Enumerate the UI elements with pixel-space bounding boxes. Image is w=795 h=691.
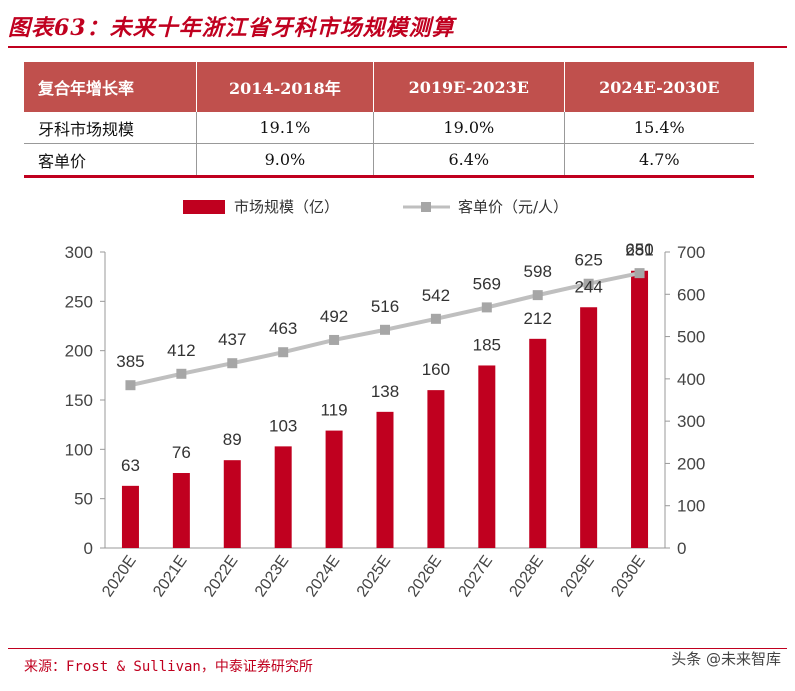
line-marker — [481, 302, 492, 313]
footer-rule — [8, 648, 787, 649]
combo-chart: 市场规模（亿） 客单价（元/人） 0 50 100 150 200 250 300 0 100 200… — [65, 198, 706, 601]
bar-data-label: 185 — [473, 335, 501, 354]
y-right-tick-label: 500 — [677, 328, 705, 347]
line-data-label: 569 — [473, 274, 501, 293]
line-data-label: 437 — [218, 330, 246, 349]
y-left-tick-label: 300 — [65, 243, 93, 262]
table-header-cell: 2014-2018年 — [196, 62, 375, 112]
x-tick-label: 2028E — [507, 553, 547, 601]
x-tick-label: 2024E — [303, 553, 343, 601]
bar — [121, 485, 139, 548]
bar — [427, 390, 445, 548]
table-cell: 6.4% — [373, 143, 565, 178]
bar-data-label: 138 — [371, 382, 399, 401]
title-rule — [8, 46, 787, 48]
y-left-tick-label: 0 — [84, 539, 93, 558]
bar-data-label: 76 — [172, 443, 191, 462]
bar-data-label: 212 — [524, 309, 552, 328]
table-header-cell: 2019E-2023E — [373, 62, 565, 112]
bar — [580, 307, 598, 548]
y-right-tick-label: 200 — [677, 454, 705, 473]
y-left-tick-label: 50 — [74, 490, 93, 509]
bar — [223, 460, 241, 548]
bar — [172, 473, 190, 548]
x-tick-label: 2021E — [150, 553, 190, 601]
bar — [274, 446, 292, 548]
bar — [631, 270, 649, 548]
line-marker — [532, 290, 543, 301]
table-row: 客单价 9.0% 6.4% 4.7% — [24, 143, 754, 178]
legend-bar-label: 市场规模（亿） — [234, 198, 339, 216]
line-marker — [634, 268, 645, 279]
legend-line-label: 客单价（元/人） — [458, 198, 568, 216]
x-tick-label: 2022E — [201, 553, 241, 601]
bar — [478, 365, 496, 548]
line-marker — [278, 347, 289, 358]
line-marker — [227, 358, 238, 369]
legend-line-marker — [421, 202, 431, 212]
figure-title: 图表63：未来十年浙江省牙科市场规模测算 — [8, 15, 455, 41]
table-cell: 15.4% — [564, 112, 754, 144]
table-cell: 客单价 — [24, 143, 197, 178]
x-tick-label: 2029E — [557, 553, 597, 601]
table-cell: 9.0% — [196, 143, 375, 178]
x-tick-label: 2023E — [252, 553, 292, 601]
y-right-tick-label: 300 — [677, 412, 705, 431]
table-header-cell: 2024E-2030E — [564, 62, 754, 112]
bar-data-label: 119 — [321, 401, 348, 420]
bar-data-label: 103 — [269, 416, 297, 435]
y-left-tick-label: 100 — [65, 440, 93, 459]
cagr-table: 复合年增长率 2014-2018年 2019E-2023E 2024E-2030… — [24, 62, 754, 178]
line-data-label: 625 — [574, 251, 602, 270]
watermark: 头条 @未来智库 — [671, 650, 781, 668]
line-data-label: 492 — [320, 307, 348, 326]
bar — [376, 411, 394, 548]
bar-data-label: 160 — [422, 360, 450, 379]
table-cell: 牙科市场规模 — [24, 112, 197, 144]
x-tick-label: 2026E — [405, 553, 445, 601]
table-header-cell: 复合年增长率 — [24, 62, 197, 112]
bar — [325, 430, 343, 548]
x-tick-label: 2030E — [608, 553, 648, 601]
x-tick-label: 2020E — [99, 553, 139, 601]
line-data-label: 598 — [524, 262, 552, 281]
y-right-tick-label: 0 — [677, 539, 686, 558]
table-cell: 19.1% — [196, 112, 375, 144]
line-marker — [430, 313, 441, 324]
line-data-label: 463 — [269, 319, 297, 338]
line-marker — [380, 324, 390, 335]
line-data-label: 412 — [167, 341, 195, 360]
y-left-tick-label: 150 — [65, 391, 93, 410]
line-marker — [176, 368, 187, 379]
x-tick-label: 2025E — [354, 553, 394, 601]
line-data-label: 516 — [371, 297, 399, 316]
legend-bar-swatch — [183, 200, 225, 214]
line-data-label: 542 — [422, 286, 450, 305]
table-row: 牙科市场规模 19.1% 19.0% 15.4% — [24, 112, 754, 144]
line-data-label: 385 — [116, 352, 144, 371]
line-marker — [329, 334, 340, 345]
x-tick-label: 2027E — [456, 553, 496, 601]
bar-data-label: 89 — [223, 430, 242, 449]
line-data-label: 650 — [625, 240, 653, 259]
y-right-tick-label: 600 — [677, 285, 705, 304]
bar-data-label: 244 — [574, 277, 602, 296]
table-cell: 19.0% — [373, 112, 565, 144]
table-cell: 4.7% — [564, 143, 754, 178]
source-note: 来源：Frost & Sullivan，中泰证券研究所 — [24, 659, 313, 675]
y-right-tick-label: 400 — [677, 370, 705, 389]
y-right-tick-label: 700 — [677, 243, 705, 262]
line-marker — [583, 278, 594, 289]
line-marker — [125, 380, 136, 391]
bar — [529, 338, 547, 548]
table-header-row: 复合年增长率 2014-2018年 2019E-2023E 2024E-2030… — [24, 62, 754, 112]
bar-data-label: 281 — [625, 241, 653, 260]
bar-data-label: 63 — [121, 456, 140, 475]
y-right-tick-label: 100 — [677, 497, 705, 516]
y-left-tick-label: 200 — [65, 342, 93, 361]
y-left-tick-label: 250 — [65, 292, 93, 311]
